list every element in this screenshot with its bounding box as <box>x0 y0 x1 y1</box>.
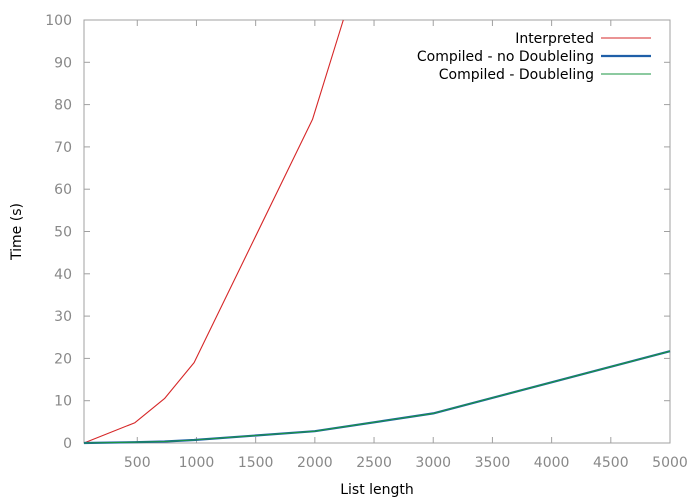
x-tick-label: 4500 <box>593 455 629 471</box>
series-line-2 <box>83 350 671 444</box>
x-tick-label: 3000 <box>415 455 451 471</box>
y-tick-label: 20 <box>54 351 72 367</box>
x-tick-label: 4000 <box>534 455 570 471</box>
x-tick-label: 500 <box>124 455 151 471</box>
x-axis-title: List length <box>340 482 414 498</box>
plot-area: 0 10 20 30 40 50 60 70 80 90 100 500 1000 1500 2000 250… <box>45 13 688 471</box>
y-tick-label: 30 <box>54 309 72 325</box>
series-line-1 <box>83 350 671 445</box>
x-tick-label: 5000 <box>652 455 688 471</box>
x-tick-label: 1000 <box>179 455 215 471</box>
legend: Interpreted Compiled - no Doubleling Compi… <box>417 31 651 83</box>
y-tick-label: 0 <box>63 436 72 452</box>
y-tick-label: 80 <box>54 98 72 114</box>
y-tick-label: 90 <box>54 55 72 71</box>
y-tick-label: 50 <box>54 225 72 241</box>
y-tick-label: 100 <box>45 13 72 29</box>
x-tick-label: 2000 <box>297 455 333 471</box>
legend-label: Compiled - no Doubleling <box>417 49 594 65</box>
y-axis-title: Time (s) <box>9 203 25 261</box>
plot-border <box>83 19 671 444</box>
series-line-0 <box>83 19 344 444</box>
y-tick-label: 40 <box>54 267 72 283</box>
x-tick-label: 1500 <box>238 455 274 471</box>
legend-label: Compiled - Doubleling <box>439 67 594 83</box>
x-tick-label: 2500 <box>356 455 392 471</box>
y-tick-label: 70 <box>54 140 72 156</box>
y-tick-label: 60 <box>54 182 72 198</box>
series-layer <box>83 19 671 445</box>
x-tick-label: 3500 <box>475 455 511 471</box>
legend-label: Interpreted <box>515 31 594 47</box>
y-tick-label: 10 <box>54 394 72 410</box>
